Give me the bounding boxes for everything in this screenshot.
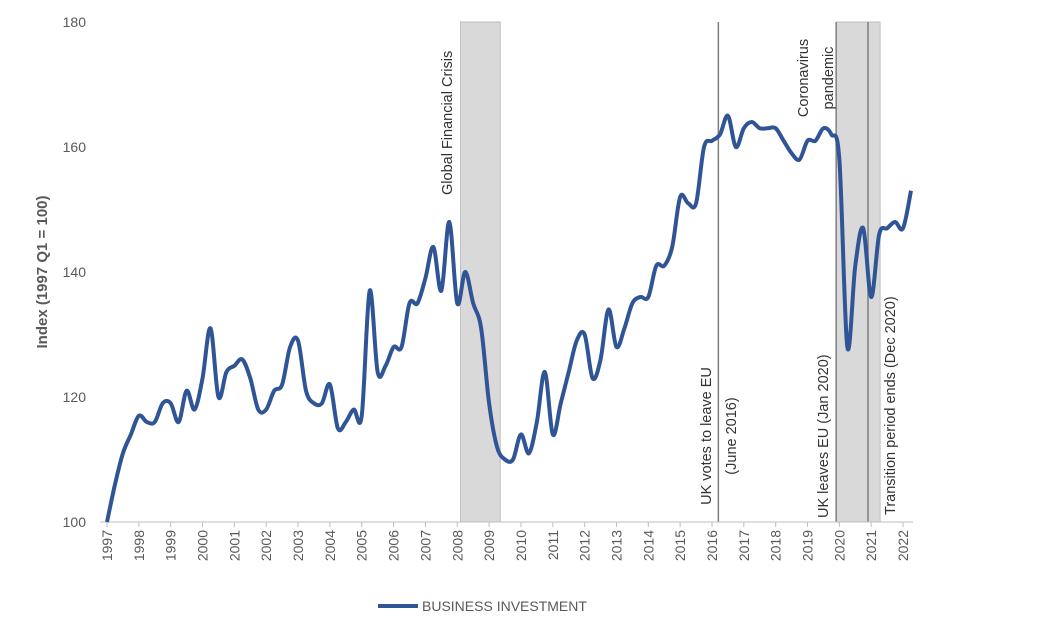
x-tick-label: 2005 xyxy=(354,530,370,561)
x-tick-label: 2017 xyxy=(736,530,752,561)
x-tick-label: 1999 xyxy=(163,530,179,561)
y-tick-label: 120 xyxy=(63,389,87,405)
data-line xyxy=(105,113,913,523)
x-tick-label: 1997 xyxy=(99,530,115,561)
x-tick-label: 2002 xyxy=(258,530,274,561)
x-tick-label: 2012 xyxy=(577,530,593,561)
y-tick-label: 140 xyxy=(63,264,87,280)
x-tick-label: 2001 xyxy=(226,530,242,561)
y-tick-label: 100 xyxy=(63,514,87,530)
annotation: Coronavirus xyxy=(796,39,812,117)
x-tick-label: 2022 xyxy=(895,530,911,561)
x-tick-label: 2018 xyxy=(768,530,784,561)
x-tick-label: 2003 xyxy=(290,530,306,561)
x-tick-label: 2020 xyxy=(831,530,847,561)
annotation: UK leaves EU (Jan 2020) xyxy=(816,354,832,518)
x-tick-label: 2004 xyxy=(322,530,338,561)
legend-label: BUSINESS INVESTMENT xyxy=(422,598,587,614)
x-tick-label: 2011 xyxy=(545,530,561,560)
x-tick-label: 2016 xyxy=(704,530,720,561)
y-tick-label: 180 xyxy=(63,14,87,30)
annotation: UK votes to leave EU xyxy=(699,367,715,505)
annotation: (June 2016) xyxy=(724,397,740,474)
x-tick-label: 2006 xyxy=(386,530,402,561)
x-tick-label: 2008 xyxy=(449,530,465,561)
y-tick-label: 160 xyxy=(63,139,87,155)
annotation: pandemic xyxy=(821,47,837,110)
x-tick-label: 1998 xyxy=(131,530,147,561)
annotation: Global Financial Crisis xyxy=(440,51,456,195)
x-tick-label: 2000 xyxy=(195,530,211,561)
x-tick-label: 2007 xyxy=(417,530,433,561)
x-tick-label: 2010 xyxy=(513,530,529,561)
x-tick-label: 2015 xyxy=(672,530,688,561)
x-tick-label: 2021 xyxy=(863,530,879,561)
x-tick-label: 2009 xyxy=(481,530,497,561)
x-tick-label: 2013 xyxy=(608,530,624,561)
y-axis-label: Index (1997 Q1 = 100) xyxy=(34,195,51,348)
x-tick-label: 2019 xyxy=(800,530,816,561)
annotation: Transition period ends (Dec 2020) xyxy=(883,296,899,515)
x-tick-label: 2014 xyxy=(640,530,656,561)
